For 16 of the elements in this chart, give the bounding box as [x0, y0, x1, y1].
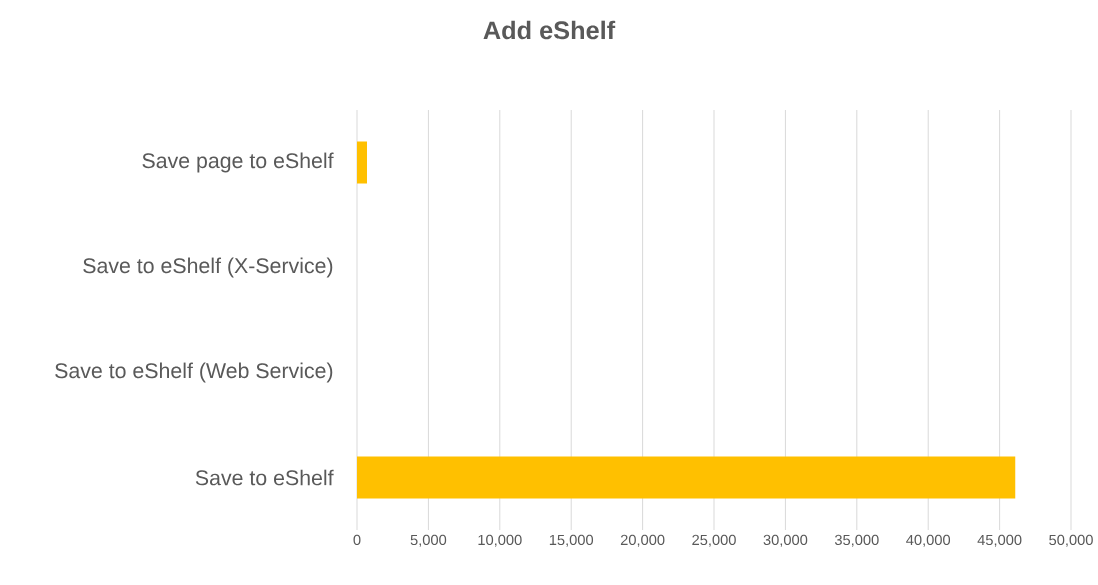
x-tick-label: 15,000 [549, 534, 594, 547]
x-tick-label: 25,000 [692, 534, 736, 547]
x-tick-label: 45,000 [977, 534, 1022, 547]
x-tick-label: 10,000 [478, 534, 522, 547]
y-tick-label: Save page to eShelf [142, 152, 334, 173]
chart-title: Add eShelf [483, 20, 616, 40]
x-tick-label: 0 [353, 534, 361, 546]
y-tick-label: Save to eShelf (X-Service) [83, 257, 333, 278]
x-tick-label: 30,000 [763, 534, 808, 547]
x-tick-label: 5,000 [410, 534, 447, 547]
x-tick-label: 20,000 [620, 534, 665, 547]
y-tick-label: Save to eShelf [195, 469, 334, 486]
x-tick-label: 40,000 [906, 534, 951, 547]
y-tick-label: Save to eShelf (Web Service) [55, 362, 333, 383]
x-tick-label: 35,000 [834, 534, 879, 547]
x-tick-label: 50,000 [1049, 534, 1093, 547]
